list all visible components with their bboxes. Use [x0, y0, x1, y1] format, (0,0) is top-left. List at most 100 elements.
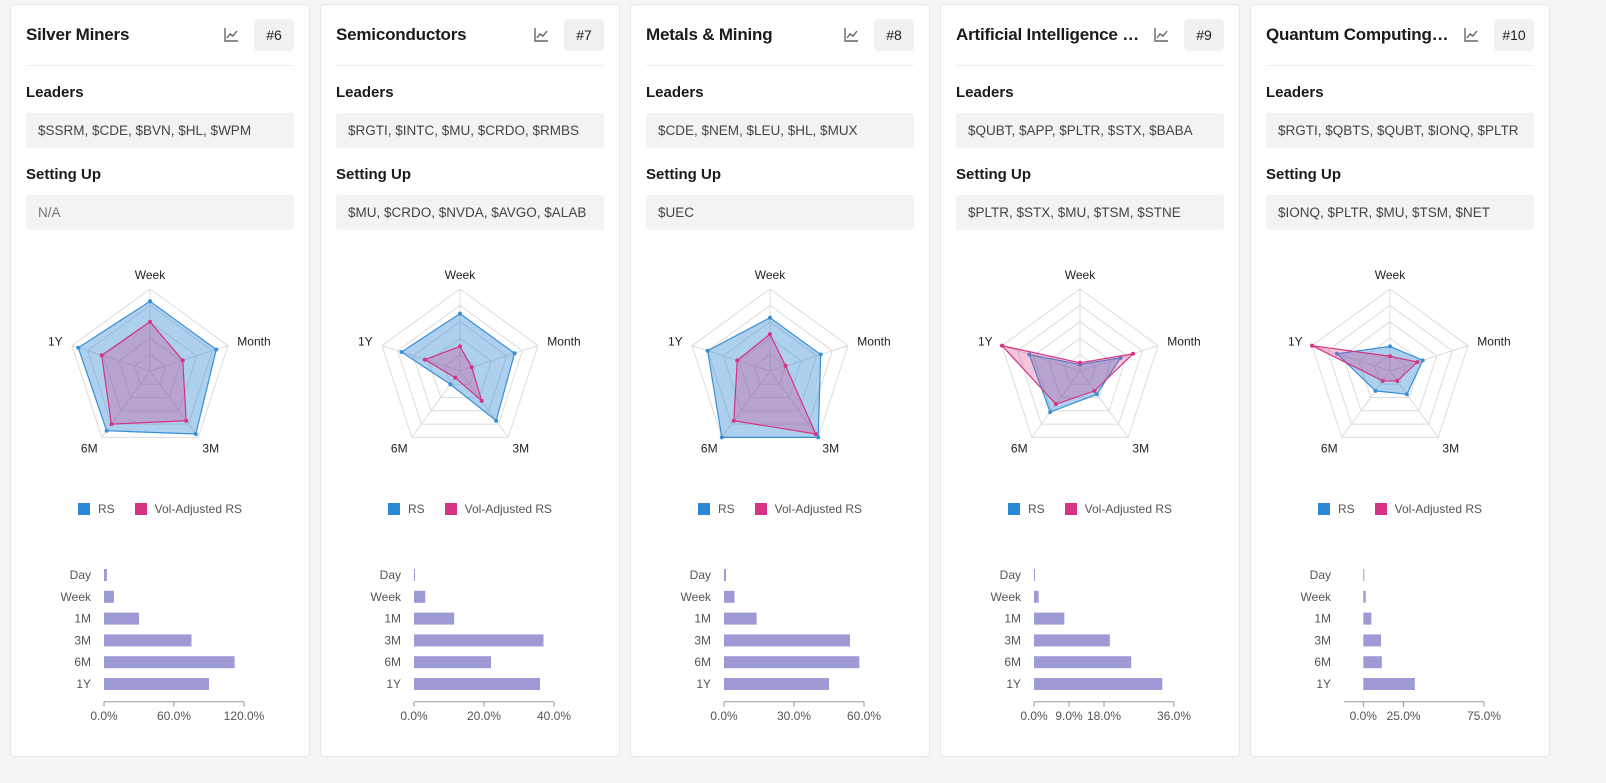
- sector-card: Metals & Mining #8 Leaders $CDE, $NEM, $…: [630, 4, 930, 757]
- legend-vol-adjusted-rs[interactable]: Vol-Adjusted RS: [134, 502, 243, 516]
- radar-grid-ring: [133, 353, 167, 385]
- bar: [104, 612, 139, 625]
- radar-point-vol: [1092, 388, 1097, 393]
- radar-grid-ring: [87, 304, 213, 425]
- legend-rs[interactable]: RS: [1007, 502, 1045, 516]
- setting-up-list: $UEC: [646, 195, 914, 230]
- radar-point-rs: [1094, 392, 1099, 397]
- bar-category-label: 1Y: [1006, 677, 1021, 691]
- bar: [1034, 612, 1065, 625]
- card-header: Metals & Mining #8: [646, 5, 914, 66]
- radar-axis-label: 3M: [822, 442, 839, 456]
- legend-rs[interactable]: RS: [387, 502, 425, 516]
- sector-card: Semiconductors #7 Leaders $RGTI, $INTC, …: [320, 4, 620, 757]
- radar-axis-label: 3M: [202, 442, 219, 456]
- legend-rs[interactable]: RS: [697, 502, 735, 516]
- bar-category-label: 1M: [384, 612, 401, 626]
- sector-cards-row: Silver Miners #6 Leaders $SSRM, $CDE, $B…: [10, 4, 1550, 757]
- setting-up-list: $IONQ, $PLTR, $MU, $TSM, $NET: [1266, 195, 1534, 230]
- legend-vol-adjusted-rs[interactable]: Vol-Adjusted RS: [444, 502, 553, 516]
- bar-category-label: 6M: [1314, 655, 1331, 669]
- radar-point-vol: [731, 418, 736, 423]
- chart-icon[interactable]: [1150, 24, 1172, 46]
- sector-title: Quantum Computing Stocks: [1266, 25, 1452, 44]
- radar-point-rs: [1118, 355, 1123, 360]
- radar-axis-label: 3M: [1132, 442, 1149, 456]
- chart-icon[interactable]: [220, 24, 242, 46]
- radar-spoke: [101, 370, 151, 438]
- legend-rs[interactable]: RS: [77, 502, 115, 516]
- leaders-label: Leaders: [646, 84, 704, 101]
- chart-icon[interactable]: [530, 24, 552, 46]
- radar-point-rs: [1388, 344, 1392, 349]
- legend-vol-label: Vol-Adjusted RS: [464, 502, 553, 516]
- legend-rs[interactable]: RS: [1317, 502, 1355, 516]
- radar-point-vol: [1395, 378, 1400, 383]
- setting-up-list: N/A: [26, 195, 294, 230]
- radar-point-rs: [816, 435, 821, 440]
- bar-x-tick-label: 0.0%: [1020, 709, 1048, 723]
- sector-title: Metals & Mining: [646, 25, 773, 44]
- bar: [1363, 590, 1366, 603]
- radar-axis-label: 3M: [1442, 442, 1459, 456]
- chart-legend: RS Vol-Adjusted RS: [321, 502, 619, 516]
- bar-category-label: 3M: [694, 633, 711, 647]
- radar-spoke: [691, 345, 771, 372]
- bar: [724, 678, 829, 690]
- chart-icon[interactable]: [840, 24, 862, 46]
- bar-x-tick-label: 36.0%: [1157, 709, 1191, 723]
- leaders-label: Leaders: [26, 84, 84, 101]
- bar: [724, 656, 860, 669]
- setting-up-label: Setting Up: [956, 166, 1031, 183]
- legend-vol-label: Vol-Adjusted RS: [154, 502, 243, 516]
- radar-point-rs: [512, 351, 517, 356]
- radar-axis-label: Month: [237, 334, 270, 348]
- bar-category-label: 1Y: [1316, 677, 1331, 691]
- setting-up-label: Setting Up: [26, 166, 101, 183]
- radar-point-vol: [813, 432, 818, 437]
- radar-point-vol: [453, 375, 458, 380]
- legend-vol-adjusted-rs[interactable]: Vol-Adjusted RS: [754, 502, 862, 516]
- radar-axis-label: 6M: [1321, 442, 1338, 456]
- radar-series-rs: [400, 312, 516, 422]
- bar-category-label: 3M: [384, 633, 401, 647]
- radar-point-vol: [1053, 402, 1058, 407]
- legend-vol-adjusted-rs[interactable]: Vol-Adjusted RS: [1374, 502, 1483, 516]
- radar-point-rs: [458, 311, 462, 316]
- chart-icon[interactable]: [1460, 24, 1482, 46]
- bar: [1034, 656, 1132, 669]
- radar-point-vol: [768, 332, 772, 337]
- radar-axis-label: Month: [1167, 334, 1200, 348]
- radar-point-vol: [1388, 354, 1392, 359]
- radar-chart: Week Month 3M 6M 1Y: [978, 268, 1201, 456]
- legend-vol-adjusted-rs[interactable]: Vol-Adjusted RS: [1064, 502, 1172, 516]
- radar-point-vol: [1131, 351, 1136, 356]
- rank-badge: #9: [1184, 19, 1224, 51]
- bar-category-label: 1M: [1314, 612, 1331, 626]
- rank-badge: #10: [1494, 19, 1534, 51]
- radar-point-rs: [448, 382, 453, 387]
- radar-spoke: [149, 370, 199, 438]
- bar: [414, 612, 455, 625]
- bar-category-label: 3M: [74, 633, 91, 647]
- bar: [1363, 656, 1382, 669]
- bar-x-tick-label: 0.0%: [90, 709, 118, 723]
- legend-vol-label: Vol-Adjusted RS: [1394, 502, 1483, 516]
- chart-legend: RS Vol-Adjusted RS: [11, 502, 309, 516]
- bar-x-tick-label: 60.0%: [157, 709, 191, 723]
- radar-chart: Week Month 3M 6M 1Y: [1288, 268, 1511, 456]
- bar: [104, 678, 209, 690]
- bar-category-label: Day: [1310, 568, 1331, 582]
- bar-x-tick-label: 60.0%: [847, 709, 881, 723]
- radar-spoke: [769, 345, 849, 372]
- bar-x-tick-label: 20.0%: [467, 709, 501, 723]
- bar-x-tick-label: 0.0%: [1350, 709, 1378, 723]
- bar: [414, 634, 544, 647]
- radar-point-vol: [735, 358, 740, 363]
- bar: [104, 656, 235, 669]
- legend-vol-swatch: [1374, 503, 1387, 515]
- radar-axis-label: 1Y: [1288, 334, 1303, 348]
- legend-rs-swatch: [77, 503, 90, 515]
- radar-axis-label: 6M: [81, 442, 98, 456]
- radar-point-rs: [818, 352, 823, 357]
